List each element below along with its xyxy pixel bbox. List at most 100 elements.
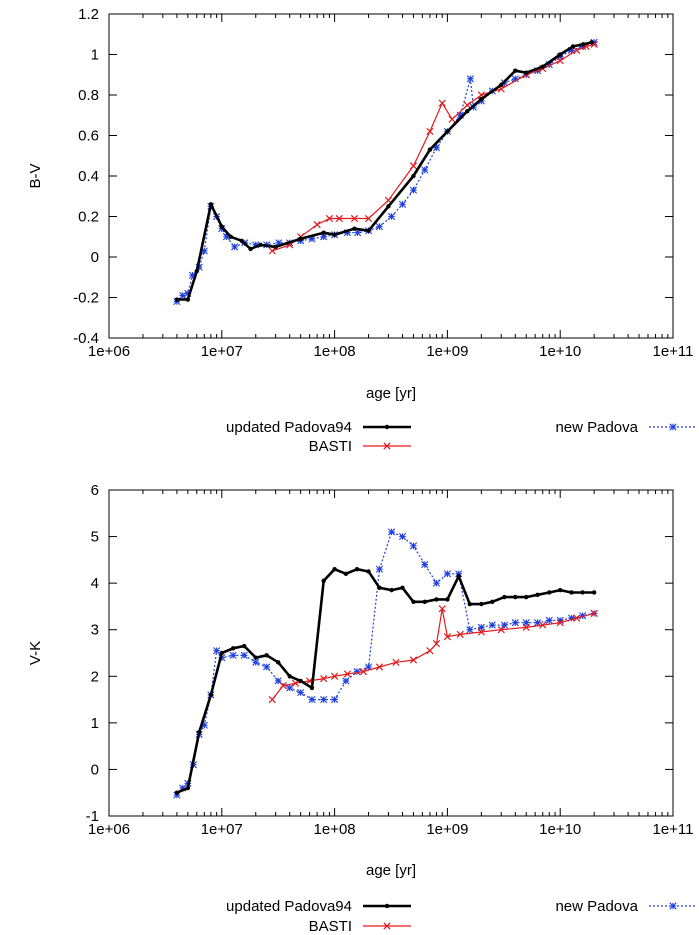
data-point — [335, 214, 343, 223]
data-point — [511, 619, 519, 627]
data-point — [321, 230, 326, 235]
data-point — [343, 571, 349, 577]
data-point — [279, 681, 287, 690]
data-point — [222, 233, 231, 241]
data-point — [298, 236, 303, 241]
data-point — [392, 658, 400, 666]
data-point — [445, 129, 450, 134]
data-point — [253, 655, 258, 660]
data-point — [264, 653, 269, 658]
data-point — [389, 587, 394, 593]
data-point — [229, 651, 237, 659]
data-point — [174, 790, 180, 795]
data-point — [200, 247, 208, 255]
y-axis-title: B-V — [27, 163, 44, 188]
data-point — [497, 626, 505, 634]
y-tick-label: 0.4 — [78, 168, 99, 185]
data-point — [421, 166, 429, 174]
data-point — [573, 46, 581, 55]
data-point — [589, 40, 594, 45]
series-line — [176, 41, 595, 303]
data-point — [332, 232, 337, 237]
data-point — [308, 695, 316, 704]
data-point — [219, 650, 224, 656]
data-point — [579, 612, 587, 620]
data-point — [558, 52, 563, 57]
legend: updated Padova94 BASTI new Padova — [226, 898, 697, 935]
y-tick-label: 4 — [91, 575, 99, 592]
x-tick-label: 1e+07 — [201, 821, 243, 838]
data-point — [231, 243, 239, 251]
data-point — [456, 111, 464, 119]
data-point — [353, 668, 361, 676]
data-point — [479, 601, 484, 607]
data-point — [445, 597, 450, 602]
data-point — [320, 674, 328, 683]
y-tick-label: 3 — [91, 622, 99, 639]
data-point — [467, 601, 473, 607]
data-point — [188, 271, 197, 279]
data-point — [320, 695, 328, 704]
data-point — [184, 289, 192, 298]
data-point — [488, 621, 496, 629]
data-point — [426, 127, 434, 136]
series-new-padova — [173, 38, 598, 306]
data-point — [409, 542, 418, 550]
data-point — [438, 605, 446, 613]
data-point — [570, 44, 576, 49]
data-point — [252, 241, 260, 249]
series-new-padova — [173, 528, 598, 799]
data-point — [195, 263, 203, 271]
data-point — [426, 647, 434, 655]
data-point — [427, 147, 433, 152]
data-point — [386, 204, 391, 209]
x-tick-label: 1e+06 — [88, 821, 130, 838]
data-point — [409, 656, 418, 664]
data-point — [443, 633, 452, 641]
data-point — [387, 528, 396, 536]
data-point — [273, 244, 278, 250]
data-point — [545, 61, 553, 69]
legend-swatch-marker — [383, 442, 391, 450]
legend-swatch-marker — [669, 902, 677, 910]
x-tick-label: 1e+07 — [201, 343, 243, 360]
data-point — [422, 599, 427, 604]
data-point — [196, 729, 202, 735]
data-point — [463, 101, 471, 109]
data-point — [409, 162, 418, 170]
data-point — [411, 599, 416, 604]
data-point — [409, 186, 418, 194]
x-axis-title: age [yr] — [366, 862, 416, 879]
data-point — [208, 692, 214, 698]
y-tick-label: 0.2 — [78, 209, 99, 226]
data-point — [455, 570, 463, 578]
data-point — [432, 640, 441, 648]
data-point — [179, 291, 187, 300]
legend-label: BASTI — [309, 438, 352, 455]
series-line — [272, 43, 595, 252]
legend-swatch-marker — [384, 903, 390, 909]
legend-label: new Padova — [555, 898, 638, 915]
x-tick-label: 1e+10 — [539, 343, 581, 360]
data-point — [573, 614, 581, 622]
data-point — [466, 626, 474, 634]
legend-swatch-marker — [383, 922, 391, 930]
series-line — [176, 567, 595, 794]
y-tick-label: -0.2 — [73, 290, 99, 307]
data-point — [219, 224, 224, 229]
y-tick-label: 0.8 — [78, 87, 99, 104]
y-tick-label: 1 — [91, 715, 99, 732]
data-point — [398, 200, 407, 208]
legend-label: updated Padova94 — [226, 419, 352, 436]
data-point — [456, 573, 461, 579]
data-point — [432, 579, 441, 587]
data-point — [230, 646, 236, 651]
x-tick-label: 1e+11 — [652, 343, 693, 360]
data-point — [590, 609, 598, 618]
data-point — [185, 785, 191, 791]
y-tick-label: 0.6 — [78, 128, 99, 145]
data-point — [547, 590, 552, 595]
y-axis-title: V-K — [27, 641, 44, 665]
